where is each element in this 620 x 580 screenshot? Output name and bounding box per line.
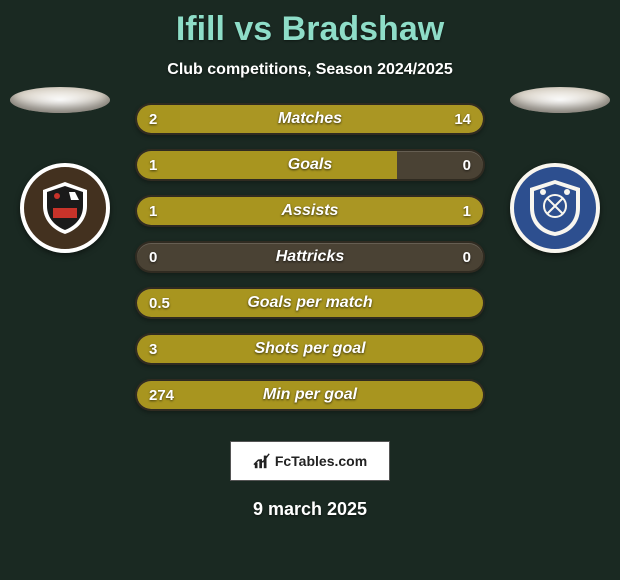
- vs-text: vs: [234, 10, 272, 48]
- chart-icon: [253, 452, 271, 470]
- stat-row: 11Assists: [135, 195, 485, 227]
- stat-value-left: 3: [137, 335, 169, 363]
- stat-value-left: 0.5: [137, 289, 182, 317]
- comparison-card: Ifill vs Bradshaw Club competitions, Sea…: [0, 0, 620, 580]
- shield-icon: [35, 178, 95, 238]
- stat-row: 10Goals: [135, 149, 485, 181]
- subtitle: Club competitions, Season 2024/2025: [0, 61, 620, 79]
- stat-row: 0 0Hattricks: [135, 241, 485, 273]
- stat-value-right: 0: [451, 151, 483, 179]
- platform-left: [10, 87, 110, 113]
- stat-value-left: 1: [137, 197, 169, 225]
- shield-icon: [525, 178, 585, 238]
- team-badge-right: [510, 163, 600, 253]
- bar-left: [137, 335, 483, 363]
- stat-value-right: 1: [451, 197, 483, 225]
- stat-row: 214Matches: [135, 103, 485, 135]
- player2-name: Bradshaw: [282, 10, 445, 48]
- stat-row: 0.5Goals per match: [135, 287, 485, 319]
- stat-value-right: 14: [442, 105, 483, 133]
- bar-left: [137, 289, 483, 317]
- bar-right: [180, 105, 483, 133]
- team-badge-left: [20, 163, 110, 253]
- stat-value-left: 0: [137, 243, 169, 271]
- player1-name: Ifill: [176, 10, 225, 48]
- date-text: 9 march 2025: [0, 499, 620, 520]
- stat-row: 3Shots per goal: [135, 333, 485, 365]
- brand-text: FcTables.com: [275, 453, 367, 469]
- bar-left: [137, 151, 397, 179]
- stat-row: 274Min per goal: [135, 379, 485, 411]
- stat-rows: 214Matches10Goals11Assists00Hattricks0.5…: [135, 103, 485, 411]
- page-title: Ifill vs Bradshaw: [0, 0, 620, 49]
- bar-left: [137, 381, 483, 409]
- stat-value-left: 2: [137, 105, 169, 133]
- stat-value-left: 274: [137, 381, 186, 409]
- stat-value-right: 0: [451, 243, 483, 271]
- platform-right: [510, 87, 610, 113]
- brand-badge[interactable]: FcTables.com: [230, 441, 390, 481]
- stat-value-left: 1: [137, 151, 169, 179]
- stat-label: Hattricks: [137, 243, 483, 271]
- stats-arena: 214Matches10Goals11Assists00Hattricks0.5…: [0, 103, 620, 423]
